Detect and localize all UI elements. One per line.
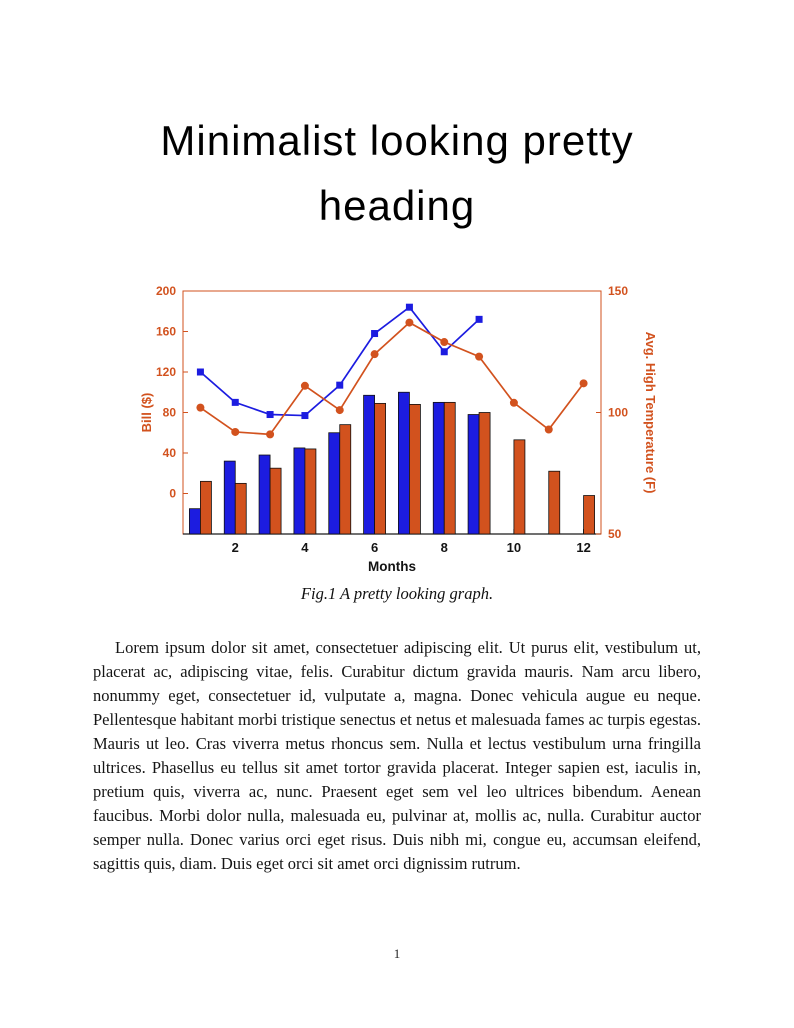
- svg-text:12: 12: [576, 540, 590, 555]
- figure-caption: Fig.1 A pretty looking graph.: [300, 584, 494, 604]
- page-title-line-2: heading: [318, 182, 476, 230]
- page-number: 1: [393, 946, 401, 961]
- svg-text:Bill ($): Bill ($): [139, 393, 154, 433]
- svg-text:40: 40: [163, 446, 177, 460]
- figure: 0 40 80 120 160 200 50 100 150 2 4 6 8 10 12 Bill ($) Av…: [0, 282, 794, 604]
- svg-text:50: 50: [608, 527, 622, 541]
- svg-text:6: 6: [371, 540, 378, 555]
- page-title-line-1: Minimalist looking pretty: [160, 117, 634, 164]
- page-title: Minimalist looking pretty heading: [0, 108, 794, 238]
- svg-text:160: 160: [156, 325, 176, 339]
- svg-text:2: 2: [232, 540, 239, 555]
- svg-text:4: 4: [301, 540, 309, 555]
- svg-text:150: 150: [608, 284, 628, 298]
- svg-text:120: 120: [156, 365, 176, 379]
- svg-text:0: 0: [169, 487, 176, 501]
- svg-text:100: 100: [608, 406, 628, 420]
- svg-text:Months: Months: [368, 559, 416, 574]
- svg-text:10: 10: [507, 540, 521, 555]
- bill-temperature-combo-chart: 0 40 80 120 160 200 50 100 150 2 4 6 8 10 12 Bill ($) Av…: [139, 284, 657, 574]
- svg-text:8: 8: [441, 540, 448, 555]
- svg-text:80: 80: [163, 406, 177, 420]
- svg-text:200: 200: [156, 284, 176, 298]
- body-paragraph: Lorem ipsum dolor sit amet, consectetuer…: [93, 638, 701, 874]
- svg-text:Avg. High Temperature (F): Avg. High Temperature (F): [643, 332, 657, 494]
